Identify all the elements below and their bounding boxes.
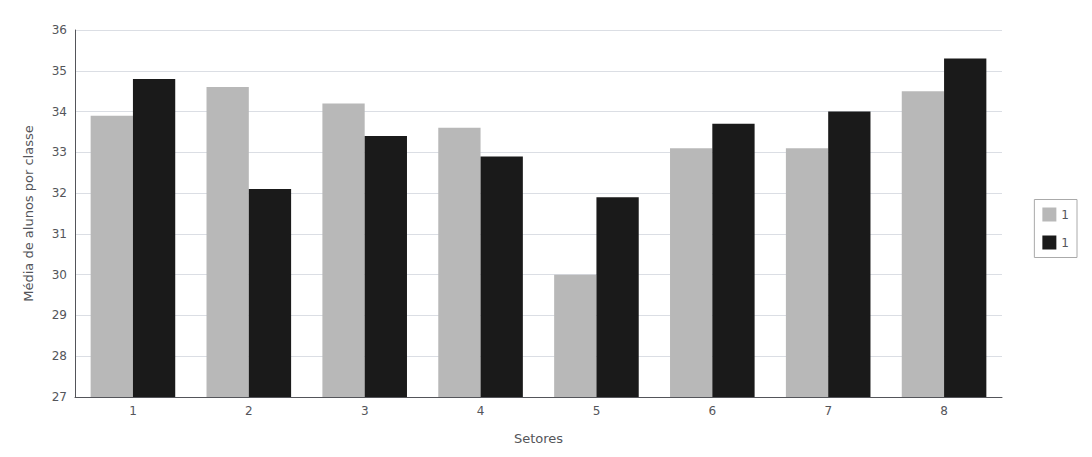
svg-text:32: 32 [52, 186, 67, 200]
svg-text:29: 29 [52, 308, 67, 322]
svg-text:34: 34 [52, 105, 67, 119]
svg-text:31: 31 [52, 227, 67, 241]
svg-text:5: 5 [593, 404, 601, 418]
svg-text:35: 35 [52, 64, 67, 78]
svg-text:1: 1 [1061, 208, 1069, 222]
svg-text:7: 7 [824, 404, 832, 418]
svg-text:33: 33 [52, 145, 67, 159]
svg-text:8: 8 [940, 404, 948, 418]
svg-text:2: 2 [245, 404, 253, 418]
svg-text:Média de alunos por classe: Média de alunos por classe [21, 125, 36, 301]
svg-text:1: 1 [129, 404, 137, 418]
svg-text:6: 6 [708, 404, 716, 418]
svg-text:36: 36 [52, 23, 67, 37]
svg-text:28: 28 [52, 349, 67, 363]
svg-text:3: 3 [361, 404, 369, 418]
svg-text:27: 27 [52, 390, 67, 404]
svg-text:Setores: Setores [514, 431, 563, 446]
svg-text:30: 30 [52, 268, 67, 282]
svg-text:1: 1 [1061, 236, 1069, 250]
svg-text:4: 4 [477, 404, 485, 418]
